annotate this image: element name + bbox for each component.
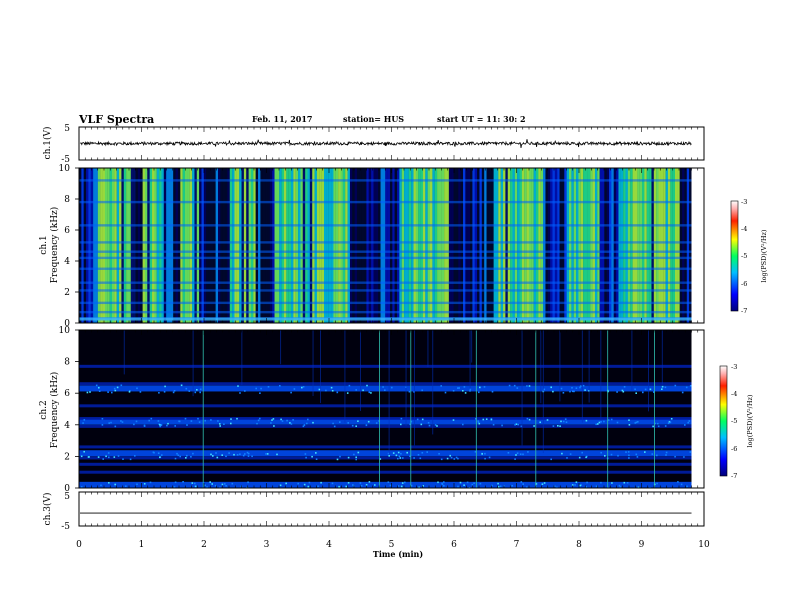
- ch1-cbar-tick--7: -7: [741, 307, 747, 315]
- ch1-spectrogram-panel: 0 2 4 6 8 10 ch.1 Frequency (kHz): [39, 164, 705, 329]
- figure-title: VLF Spectra: [78, 113, 154, 126]
- ch2-cbar-tick--6: -6: [731, 445, 737, 453]
- xtick-10: 10: [698, 540, 710, 550]
- station-label: station= HUS: [343, 114, 404, 124]
- ch1-cbar-label: log(PSD)(V²/Hz): [760, 229, 768, 282]
- ch2-colorbar: -3 -4 -5 -6 -7 log(PSD)(V²/Hz): [719, 363, 754, 480]
- xtick-6: 6: [451, 540, 457, 550]
- ch1-spec-ylabel-1: ch.1: [39, 235, 49, 254]
- ytick-ch1spec-0: 0: [64, 319, 70, 329]
- ch2-cbar-tick--3: -3: [731, 363, 737, 371]
- ch2-spectrogram-panel: 0 2 4 6 8 10 ch.2 Frequency (kHz): [39, 326, 705, 494]
- ytick-ch1spec-2: 2: [64, 288, 70, 298]
- xaxis-label: Time (min): [373, 549, 423, 559]
- ch1-spectrogram-image: [79, 168, 704, 323]
- xtick-5: 5: [389, 540, 395, 550]
- ch3-frame: [78, 491, 705, 527]
- xtick-0: 0: [76, 540, 82, 550]
- xtick-9: 9: [639, 540, 645, 550]
- ytick-ch2spec-0: 0: [64, 484, 70, 494]
- ch1-cbar-tick--6: -6: [741, 280, 747, 288]
- ch2-cbar-tick--5: -5: [731, 417, 737, 425]
- start-time-label: start UT = 11: 30: 2: [437, 114, 526, 124]
- ch1-ytick-top: 5: [64, 124, 70, 134]
- ytick-ch1spec-4: 4: [64, 257, 70, 267]
- xtick-3: 3: [264, 540, 270, 550]
- xtick-1: 1: [139, 540, 145, 550]
- ch2-spec-ylabel-2: Frequency (kHz): [49, 372, 60, 449]
- ch2-spectrogram-image: [79, 330, 704, 488]
- ytick-ch2spec-6: 6: [64, 389, 70, 399]
- ch1-spec-ylabel-2: Frequency (kHz): [49, 207, 60, 284]
- ch1-cbar-tick--5: -5: [741, 252, 747, 260]
- ch3-ytick-top: 5: [64, 492, 70, 502]
- ch1-ylabel: ch.1(V): [42, 127, 53, 160]
- ch2-cbar-tick--7: -7: [731, 472, 737, 480]
- xtick-4: 4: [326, 540, 332, 550]
- ch1-trace: [79, 139, 692, 148]
- ch1-colorbar: -3 -4 -5 -6 -7 log(PSD)(V²/Hz): [730, 198, 768, 315]
- ch1-waveform-panel: 5 -5 ch.1(V): [42, 124, 705, 165]
- date-label: Feb. 11, 2017: [252, 114, 312, 124]
- ch2-cbar-label: log(PSD)(V²/Hz): [746, 394, 754, 447]
- xtick-8: 8: [576, 540, 582, 550]
- ytick-ch1spec-8: 8: [64, 195, 70, 205]
- ytick-ch2spec-10: 10: [59, 326, 71, 336]
- ch1-cbar-tick--3: -3: [741, 198, 747, 206]
- ch2-spec-ylabel-1: ch.2: [39, 400, 49, 419]
- ytick-ch1spec-6: 6: [64, 226, 70, 236]
- xtick-2: 2: [201, 540, 207, 550]
- ch3-ylabel: ch.3(V): [42, 493, 53, 526]
- ch3-ytick-bottom: -5: [61, 522, 70, 532]
- ytick-ch2spec-8: 8: [64, 358, 70, 368]
- ch1-ytick-bottom: -5: [61, 155, 70, 165]
- time-axis: 0 1 2 3 4 5 6 7 8 9 10: [76, 127, 710, 550]
- ch2-cbar-tick--4: -4: [731, 390, 737, 398]
- ytick-ch1spec-10: 10: [59, 164, 71, 174]
- xtick-7: 7: [514, 540, 520, 550]
- ytick-ch2spec-2: 2: [64, 452, 70, 462]
- ytick-ch2spec-4: 4: [64, 421, 70, 431]
- ch1-cbar-tick--4: -4: [741, 225, 747, 233]
